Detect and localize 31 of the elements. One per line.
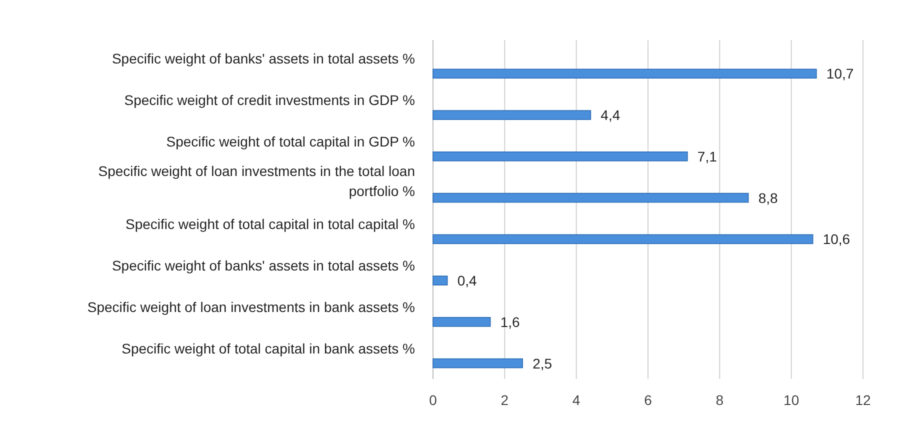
y-tick-label: Specific weight of total capital in bank assets % (122, 340, 415, 356)
bar (432, 192, 749, 203)
data-label: 1,6 (500, 314, 520, 330)
bar (432, 276, 448, 286)
data-label: 8,8 (758, 190, 778, 206)
data-label: 0,4 (457, 272, 478, 289)
x-tick-label: 2 (500, 392, 509, 408)
data-label: 2,5 (532, 355, 552, 372)
data-label: 7,1 (697, 148, 718, 164)
x-tick-label: 0 (429, 392, 438, 408)
y-tick-label: Specific weight of credit investments in GDP % (124, 92, 415, 108)
y-tick-label: Specific weight of banks' assets in total assets % (112, 258, 415, 274)
x-tick-label: 4 (572, 392, 580, 408)
y-tick-label: Specific weight of loan investments in bank assets % (87, 298, 415, 315)
bar (432, 152, 688, 162)
x-tick-label: 10 (784, 392, 800, 408)
data-label: 10,6 (822, 231, 850, 248)
bar (432, 234, 814, 244)
y-tick-label: Specific weight of total capital in total capital % (126, 216, 415, 232)
x-tick-label: 8 (716, 392, 724, 408)
bar (432, 358, 523, 368)
y-tick-label: Specific weight of loan investments in the total loan portfolio % (98, 162, 415, 199)
y-tick-label: Specific weight of banks' assets in total assets % (112, 50, 415, 67)
data-label: 10,7 (826, 66, 854, 82)
bar (432, 110, 592, 120)
y-tick-label: Specific weight of total capital in GDP % (166, 133, 415, 150)
x-tick-label: 6 (644, 392, 652, 408)
bar (432, 68, 817, 79)
bar (432, 317, 491, 327)
data-label: 4,4 (600, 107, 620, 124)
x-tick-label: 12 (855, 392, 871, 408)
